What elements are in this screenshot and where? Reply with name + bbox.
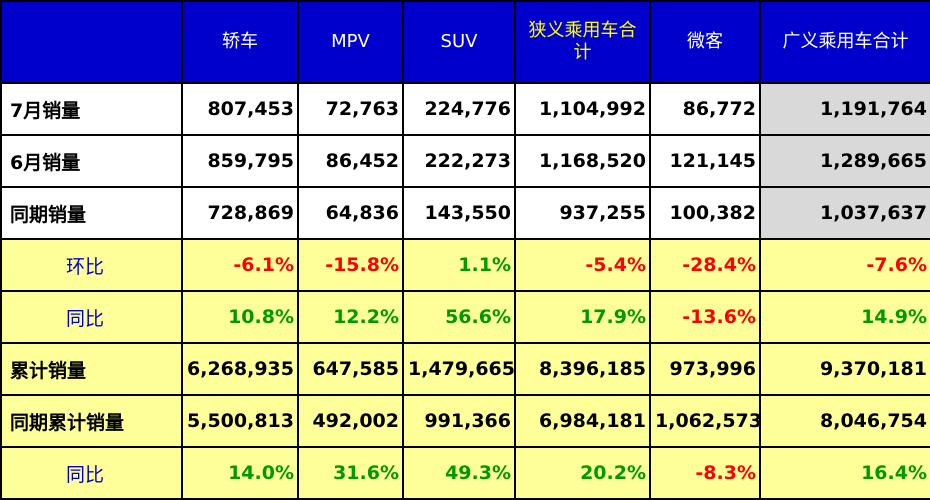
table-cell: 49.3%: [402, 446, 516, 500]
table-cell: 1,037,637: [759, 186, 930, 240]
header-cell-sedan: 轿车: [181, 0, 299, 84]
table-row: 6月销量 859,795 86,452 222,273 1,168,520 12…: [0, 134, 930, 188]
table-row: 累计销量 6,268,935 647,585 1,479,665 8,396,1…: [0, 342, 930, 396]
table-row: 同比 10.8% 12.2% 56.6% 17.9% -13.6% 14.9%: [0, 290, 930, 344]
table-cell: 20.2%: [514, 446, 651, 500]
row-label: 同期销量: [0, 186, 183, 240]
row-label: 环比: [0, 238, 183, 292]
header-cell-narrow-total: 狭义乘用车合计: [514, 0, 651, 84]
table-cell: 31.6%: [297, 446, 404, 500]
table-cell: 859,795: [181, 134, 299, 188]
table-cell: 222,273: [402, 134, 516, 188]
header-corner-cell: [0, 0, 183, 84]
table-cell: 1,191,764: [759, 82, 930, 136]
table-cell: 1.1%: [402, 238, 516, 292]
row-label: 6月销量: [0, 134, 183, 188]
table-cell: 14.9%: [759, 290, 930, 344]
table-cell: 1,062,573: [649, 394, 761, 448]
table-cell: 56.6%: [402, 290, 516, 344]
table-cell: 728,869: [181, 186, 299, 240]
row-label: 同比: [0, 446, 183, 500]
table-cell: 12.2%: [297, 290, 404, 344]
table-row: 同期销量 728,869 64,836 143,550 937,255 100,…: [0, 186, 930, 240]
row-label: 累计销量: [0, 342, 183, 396]
table-cell: -5.4%: [514, 238, 651, 292]
header-cell-mpv: MPV: [297, 0, 404, 84]
table-cell: 5,500,813: [181, 394, 299, 448]
table-cell: 991,366: [402, 394, 516, 448]
table-cell: -13.6%: [649, 290, 761, 344]
table-cell: 492,002: [297, 394, 404, 448]
table-cell: 937,255: [514, 186, 651, 240]
table-cell: 86,772: [649, 82, 761, 136]
table-cell: 17.9%: [514, 290, 651, 344]
table-cell: 973,996: [649, 342, 761, 396]
table-row: 7月销量 807,453 72,763 224,776 1,104,992 86…: [0, 82, 930, 136]
table-cell: -7.6%: [759, 238, 930, 292]
row-label: 7月销量: [0, 82, 183, 136]
table-cell: 14.0%: [181, 446, 299, 500]
table-cell: 9,370,181: [759, 342, 930, 396]
table-cell: 100,382: [649, 186, 761, 240]
table-cell: 121,145: [649, 134, 761, 188]
table-cell: 1,479,665: [402, 342, 516, 396]
table-cell: 647,585: [297, 342, 404, 396]
table-cell: -15.8%: [297, 238, 404, 292]
header-cell-suv: SUV: [402, 0, 516, 84]
table-cell: 86,452: [297, 134, 404, 188]
table-row: 同比 14.0% 31.6% 49.3% 20.2% -8.3% 16.4%: [0, 446, 930, 500]
header-cell-broad-total: 广义乘用车合计: [759, 0, 930, 84]
table-cell: 1,289,665: [759, 134, 930, 188]
table-cell: 8,396,185: [514, 342, 651, 396]
table-cell: 16.4%: [759, 446, 930, 500]
table-cell: 64,836: [297, 186, 404, 240]
table-cell: 143,550: [402, 186, 516, 240]
table-cell: 6,984,181: [514, 394, 651, 448]
row-label: 同比: [0, 290, 183, 344]
table-cell: -28.4%: [649, 238, 761, 292]
table-row: 同期累计销量 5,500,813 492,002 991,366 6,984,1…: [0, 394, 930, 448]
row-label: 同期累计销量: [0, 394, 183, 448]
header-cell-microvan: 微客: [649, 0, 761, 84]
table-cell: 1,104,992: [514, 82, 651, 136]
table-cell: 72,763: [297, 82, 404, 136]
table-cell: 6,268,935: [181, 342, 299, 396]
table-cell: -8.3%: [649, 446, 761, 500]
table-cell: 224,776: [402, 82, 516, 136]
table-header-row: 轿车 MPV SUV 狭义乘用车合计 微客 广义乘用车合计: [0, 0, 930, 84]
table-cell: -6.1%: [181, 238, 299, 292]
table-cell: 1,168,520: [514, 134, 651, 188]
table-row: 环比 -6.1% -15.8% 1.1% -5.4% -28.4% -7.6%: [0, 238, 930, 292]
table-cell: 8,046,754: [759, 394, 930, 448]
table-cell: 10.8%: [181, 290, 299, 344]
table-cell: 807,453: [181, 82, 299, 136]
